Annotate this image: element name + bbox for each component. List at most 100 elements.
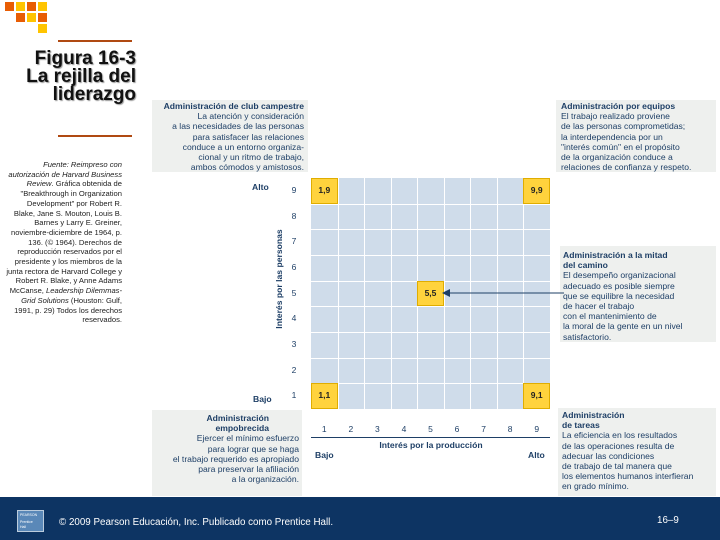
impoverished-line: para lograr que se haga xyxy=(207,443,299,454)
x-tick-label: 5 xyxy=(428,424,433,434)
title-rule-bottom xyxy=(58,135,132,137)
team-line: la interdependencia por un xyxy=(561,131,663,142)
slide-logo xyxy=(5,2,49,33)
source-part-2: . Gráfica obtenida de "Breakthrough in O… xyxy=(6,179,122,296)
pearson-logo: PEARSON Prentice Hall xyxy=(17,510,44,532)
middle-line: satisfactorio. xyxy=(563,331,612,342)
title-line-1: Figura 16-3 xyxy=(34,48,136,69)
task-line: los elementos humanos interfieran xyxy=(562,471,694,482)
task-line: de trabajo de tal manera que xyxy=(562,461,672,472)
impoverished-box xyxy=(152,410,302,496)
grid-line-vertical xyxy=(390,178,392,409)
team-box xyxy=(556,100,716,172)
country-club-title: Administración de club campestre xyxy=(163,101,304,111)
title-line-2: La rejilla del xyxy=(26,66,136,87)
x-axis-high: Alto xyxy=(528,450,545,460)
page-number: 16–9 xyxy=(657,515,679,526)
grid-line-horizontal xyxy=(311,203,550,205)
middle-line: que se equilibre la necesidad xyxy=(563,290,675,301)
impoverished-line: Ejercer el mínimo esfuerzo xyxy=(196,433,299,444)
middle-line: la moral de la gente en un nivel xyxy=(563,321,683,332)
grid-cell-highlight: 1,1 xyxy=(311,383,338,409)
middle-line: de hacer el trabajo xyxy=(563,301,635,312)
country-club-line: a las necesidades de las personas xyxy=(172,121,304,132)
grid-line-vertical xyxy=(364,178,366,409)
title-line-3: liderazgo xyxy=(52,84,136,105)
y-tick-label: 6 xyxy=(291,261,297,272)
y-tick-label: 8 xyxy=(291,210,297,221)
title-rule-top xyxy=(58,40,132,42)
x-tick-label: 6 xyxy=(454,424,460,434)
grid-line-horizontal xyxy=(311,229,550,231)
country-club-line: cional y un ritmo de trabajo, xyxy=(198,152,304,163)
grid-cell-highlight: 1,9 xyxy=(311,178,338,204)
team-line: "interés común" en el propósito xyxy=(561,141,680,152)
source-intro: Fuente: Reimpreso con autorización de xyxy=(8,160,122,179)
task-title-1: Administración xyxy=(562,410,625,420)
grid-line-vertical xyxy=(337,178,339,409)
x-tick-label: 1 xyxy=(321,424,327,434)
team-line: de las personas comprometidas; xyxy=(561,121,686,132)
grid-cell-highlight: 5,5 xyxy=(417,280,444,307)
x-tick-label: 9 xyxy=(534,424,540,434)
source-book: Leadership Dilemmas-Grid Solutions xyxy=(21,286,122,305)
logo-text-3: Hall xyxy=(20,525,27,529)
y-tick-label: 5 xyxy=(291,287,297,298)
impoverished-line: para preservar la afiliación xyxy=(198,464,299,475)
task-description: Administración de tareas La eficiencia e… xyxy=(562,410,716,492)
logo-text-1: PEARSON xyxy=(20,513,38,517)
x-axis-label: Interés por la producción xyxy=(379,440,483,450)
grid-line-horizontal xyxy=(311,383,550,385)
country-club-line: para satisfacer las relaciones xyxy=(192,131,304,142)
source-part-3: (Houston: Gulf, 1991, p. 29) Todos los d… xyxy=(14,295,122,325)
y-axis-low: Bajo xyxy=(253,394,272,404)
x-tick-label: 2 xyxy=(348,424,354,434)
y-axis-label: Interés por las personas xyxy=(274,229,284,329)
x-axis-line xyxy=(311,437,550,438)
slide-footer: PEARSON Prentice Hall © 2009 Pearson Edu… xyxy=(0,497,720,540)
country-club-line: conduce a un entorno organiza- xyxy=(182,141,304,152)
middle-line: adecuado es posible siempre xyxy=(563,280,675,291)
team-title: Administración por equipos xyxy=(561,101,676,111)
logo-text-2: Prentice xyxy=(20,520,33,524)
task-title-2: de tareas xyxy=(562,420,600,431)
middle-line: con el mantenimiento de xyxy=(563,311,657,322)
slide-title: Figura 16-3 La rejilla del liderazgo xyxy=(26,48,136,105)
country-club-line: ambos cómodos y amistosos. xyxy=(190,162,304,173)
grid-line-horizontal xyxy=(311,357,550,359)
source-journal: Harvard Business Review xyxy=(26,169,122,189)
copyright-text: © 2009 Pearson Educación, Inc. Publicado… xyxy=(59,517,334,528)
impoverished-title-2: empobrecida xyxy=(215,423,270,434)
grid-line-horizontal xyxy=(311,332,550,333)
x-tick-label: 7 xyxy=(481,424,486,434)
impoverished-line: el trabajo requerido es apropiado xyxy=(172,453,299,464)
x-tick-label: 4 xyxy=(401,424,407,434)
impoverished-description: Administración empobrecida Ejercer el mí… xyxy=(152,413,299,484)
task-line: de las operaciones resulta de xyxy=(562,440,675,451)
task-line: La eficiencia en los resultados xyxy=(562,430,678,441)
impoverished-title-1: Administración xyxy=(206,413,269,423)
team-description: Administración por equipos El trabajo re… xyxy=(561,101,717,172)
task-line: adecuar las condiciones xyxy=(562,450,655,461)
y-tick-label: 4 xyxy=(291,313,297,324)
y-tick-label: 3 xyxy=(291,338,297,349)
grid-cell-highlight: 9,1 xyxy=(523,383,550,409)
middle-title-2: del camino xyxy=(563,260,608,271)
y-tick-label: 9 xyxy=(291,184,297,195)
team-line: relaciones de confianza y respeto. xyxy=(561,162,692,173)
y-tick-label: 1 xyxy=(291,390,297,401)
country-club-box xyxy=(152,100,308,172)
impoverished-line: a la organización. xyxy=(231,474,299,485)
country-club-description: Administración de club campestre La aten… xyxy=(152,101,304,172)
y-axis-high: Alto xyxy=(252,182,269,192)
grid-line-horizontal xyxy=(311,255,550,256)
source-citation: Fuente: Reimpreso con autorización de Ha… xyxy=(4,160,122,325)
x-tick-label: 3 xyxy=(375,424,380,434)
task-line: en grado mínimo. xyxy=(562,481,629,492)
team-line: El trabajo realizado proviene xyxy=(561,111,670,122)
y-tick-label: 2 xyxy=(291,364,297,375)
middle-description: Administración a la mitad del camino El … xyxy=(563,250,715,342)
grid-cell-highlight: 9,9 xyxy=(523,178,550,204)
y-tick-label: 7 xyxy=(291,236,297,247)
team-line: de la organización conduce a xyxy=(561,152,673,163)
